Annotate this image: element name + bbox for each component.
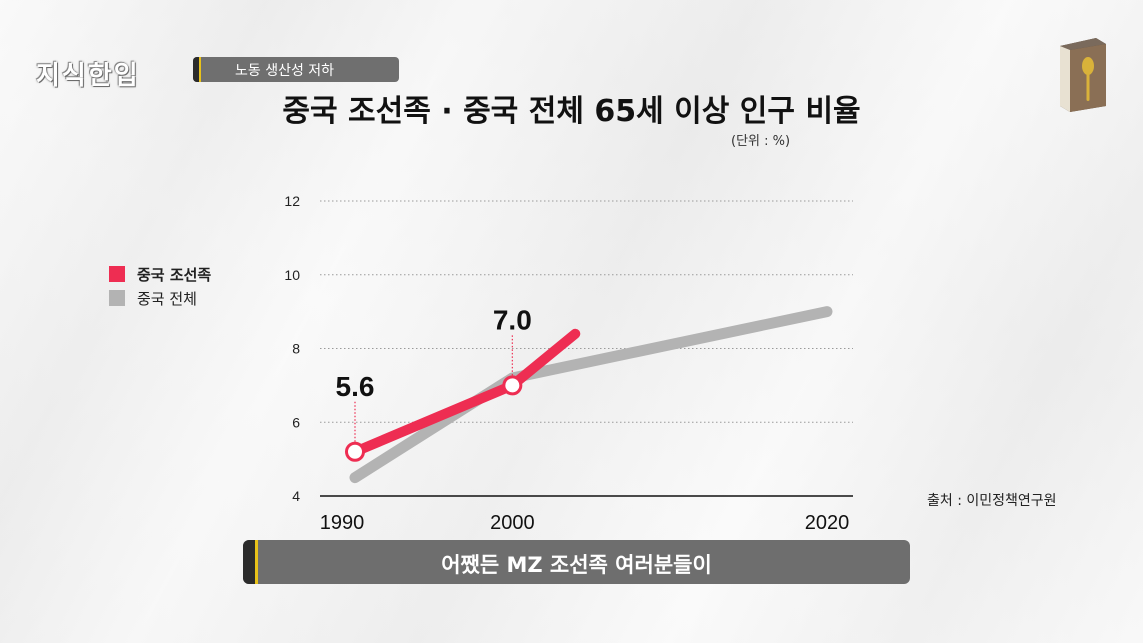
chart-grid [320,200,853,497]
book-spoon-icon [1060,38,1106,112]
source-note: 출처 : 이민정책연구원 [927,493,1057,509]
chart-series [349,306,833,484]
legend-item-joseonjok: 중국 조선족 [109,262,211,286]
topic-tag-accent [193,57,201,82]
data-label: 5.6 [336,371,375,402]
chart-title: 중국 조선족 · 중국 전체 65세 이상 인구 비율 [282,94,861,129]
series-line-china-total [349,306,833,484]
y-axis-labels: 4 6 8 10 12 [284,193,300,504]
data-point-marker [502,375,523,396]
topic-tag: 노동 생산성 저하 [193,57,399,82]
channel-logo: 지식한입 [36,61,140,91]
chart-annotations: 5.6 7.0 [336,304,532,462]
y-tick-label: 10 [284,267,300,283]
legend-label-china-total: 중국 전체 [137,289,197,308]
y-tick-label: 8 [292,341,300,357]
x-tick-label: 1990 [320,512,365,534]
data-point-marker [345,441,365,462]
data-label: 7.0 [493,304,532,335]
chart-legend: 중국 조선족 중국 전체 [109,262,211,310]
caption-accent [243,540,258,584]
y-tick-label: 12 [284,193,300,209]
caption-text: 어쨌든 MZ 조선족 여러분들이 [441,553,712,577]
legend-swatch-joseonjok [109,266,125,282]
unit-label: (단위 : %) [731,134,791,149]
caption-bar: 어쨌든 MZ 조선족 여러분들이 [243,540,910,584]
x-axis-labels: 1990 2000 2020 [320,512,850,534]
series-line-joseonjok [350,328,581,457]
x-tick-label: 2000 [490,512,535,534]
legend-label-joseonjok: 중국 조선족 [137,265,212,284]
topic-tag-label: 노동 생산성 저하 [235,63,335,79]
legend-swatch-china-total [109,290,125,306]
legend-item-china-total: 중국 전체 [109,286,211,310]
y-tick-label: 6 [292,414,300,430]
y-tick-label: 4 [292,488,300,504]
x-tick-label: 2020 [805,512,850,534]
